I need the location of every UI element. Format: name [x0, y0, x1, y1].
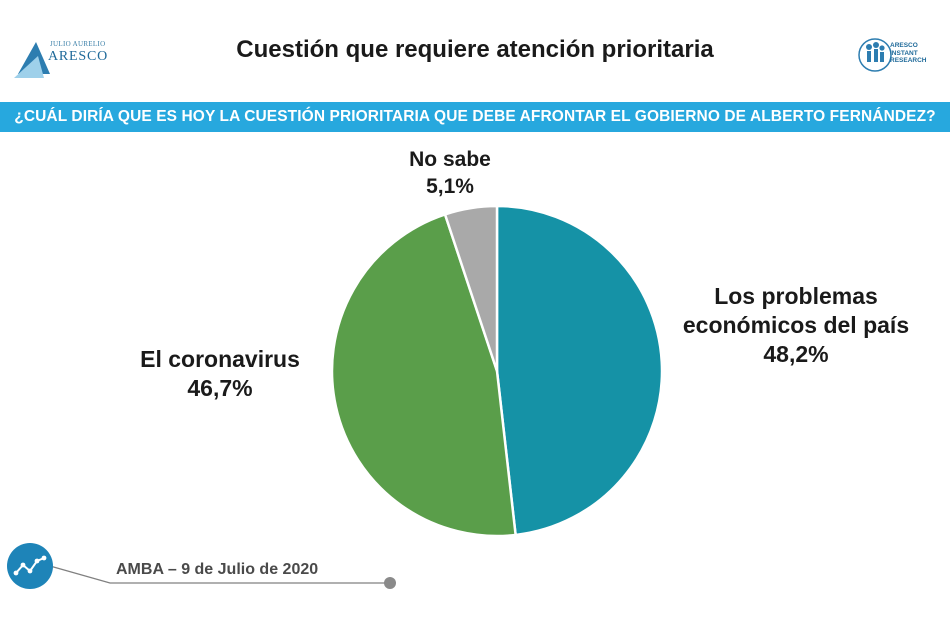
slice-economia — [495, 204, 664, 537]
trend-line-icon — [5, 541, 55, 591]
logo-left-small-text: JULIO AURELIO — [50, 40, 106, 48]
logo-left-big-text: ARESCO — [48, 49, 109, 64]
slice-no-sabe — [443, 204, 499, 373]
footer-date-text: AMBA – 9 de Julio de 2020 — [116, 561, 319, 578]
slice-label-coronavirus: El coronavirus 46,7% — [140, 346, 300, 401]
slice-label-no-sabe: No sabe 5,1% — [409, 148, 491, 198]
aresco-logo-mark-icon — [14, 42, 50, 78]
aresco-logo: JULIO AURELIO ARESCO — [14, 38, 114, 80]
logo-right-text: ARESCO INSTANT RESEARCH — [890, 42, 927, 64]
aresco-instant-research-logo: ARESCO INSTANT RESEARCH — [858, 32, 942, 80]
slice-coronavirus — [330, 213, 517, 538]
question-text: ¿CUÁL DIRÍA QUE ES HOY LA CUESTIÓN PRIOR… — [14, 108, 936, 125]
slice-label-economia: Los problemas económicos del país 48,2% — [682, 283, 910, 367]
page-title: Cuestión que requiere atención prioritar… — [236, 36, 714, 63]
question-banner: ¿CUÁL DIRÍA QUE ES HOY LA CUESTIÓN PRIOR… — [0, 102, 950, 132]
people-group-logo-icon — [858, 38, 892, 72]
